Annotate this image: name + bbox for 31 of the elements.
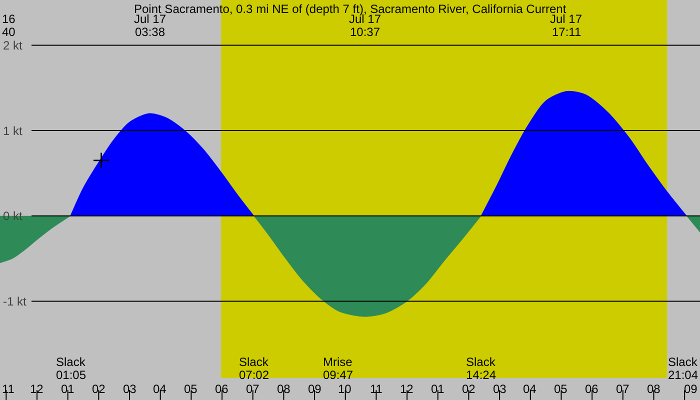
y-tick-label: 2 kt	[3, 38, 24, 52]
annotation: Jul 17 17:11	[550, 12, 582, 39]
annotation: Slack 21:04	[668, 355, 698, 382]
annotation: 16 40	[2, 12, 16, 39]
x-tick-label: 11	[370, 382, 383, 396]
x-tick-label: 08	[277, 382, 291, 396]
x-tick-label: 01	[61, 382, 75, 396]
x-tick-label: 01	[431, 382, 445, 396]
x-tick-label: 09	[684, 382, 698, 396]
x-tick-label: 02	[462, 382, 476, 396]
annotation: Jul 17 03:38	[134, 12, 166, 39]
x-tick-label: 03	[493, 382, 507, 396]
x-tick-label: 07	[246, 382, 260, 396]
y-tick-label: -1 kt	[3, 294, 28, 308]
y-tick-label: 1 kt	[3, 124, 24, 138]
x-tick-label: 08	[647, 382, 661, 396]
x-tick-label: 06	[585, 382, 599, 396]
x-tick-label: 05	[184, 382, 198, 396]
x-tick-label: 05	[554, 382, 568, 396]
annotation: Slack 01:05	[56, 355, 86, 382]
x-tick-label: 10	[338, 382, 352, 396]
x-tick-label: 07	[616, 382, 630, 396]
x-tick-label: 12	[400, 382, 414, 396]
x-tick-label: 03	[123, 382, 137, 396]
x-tick-label: 09	[308, 382, 322, 396]
x-tick-label: 04	[523, 382, 537, 396]
x-tick-label: 12	[30, 382, 44, 396]
x-tick-label: 11	[2, 382, 15, 396]
x-tick-label: 06	[215, 382, 229, 396]
x-tick-label: 02	[92, 382, 106, 396]
x-tick-label: 04	[153, 382, 167, 396]
